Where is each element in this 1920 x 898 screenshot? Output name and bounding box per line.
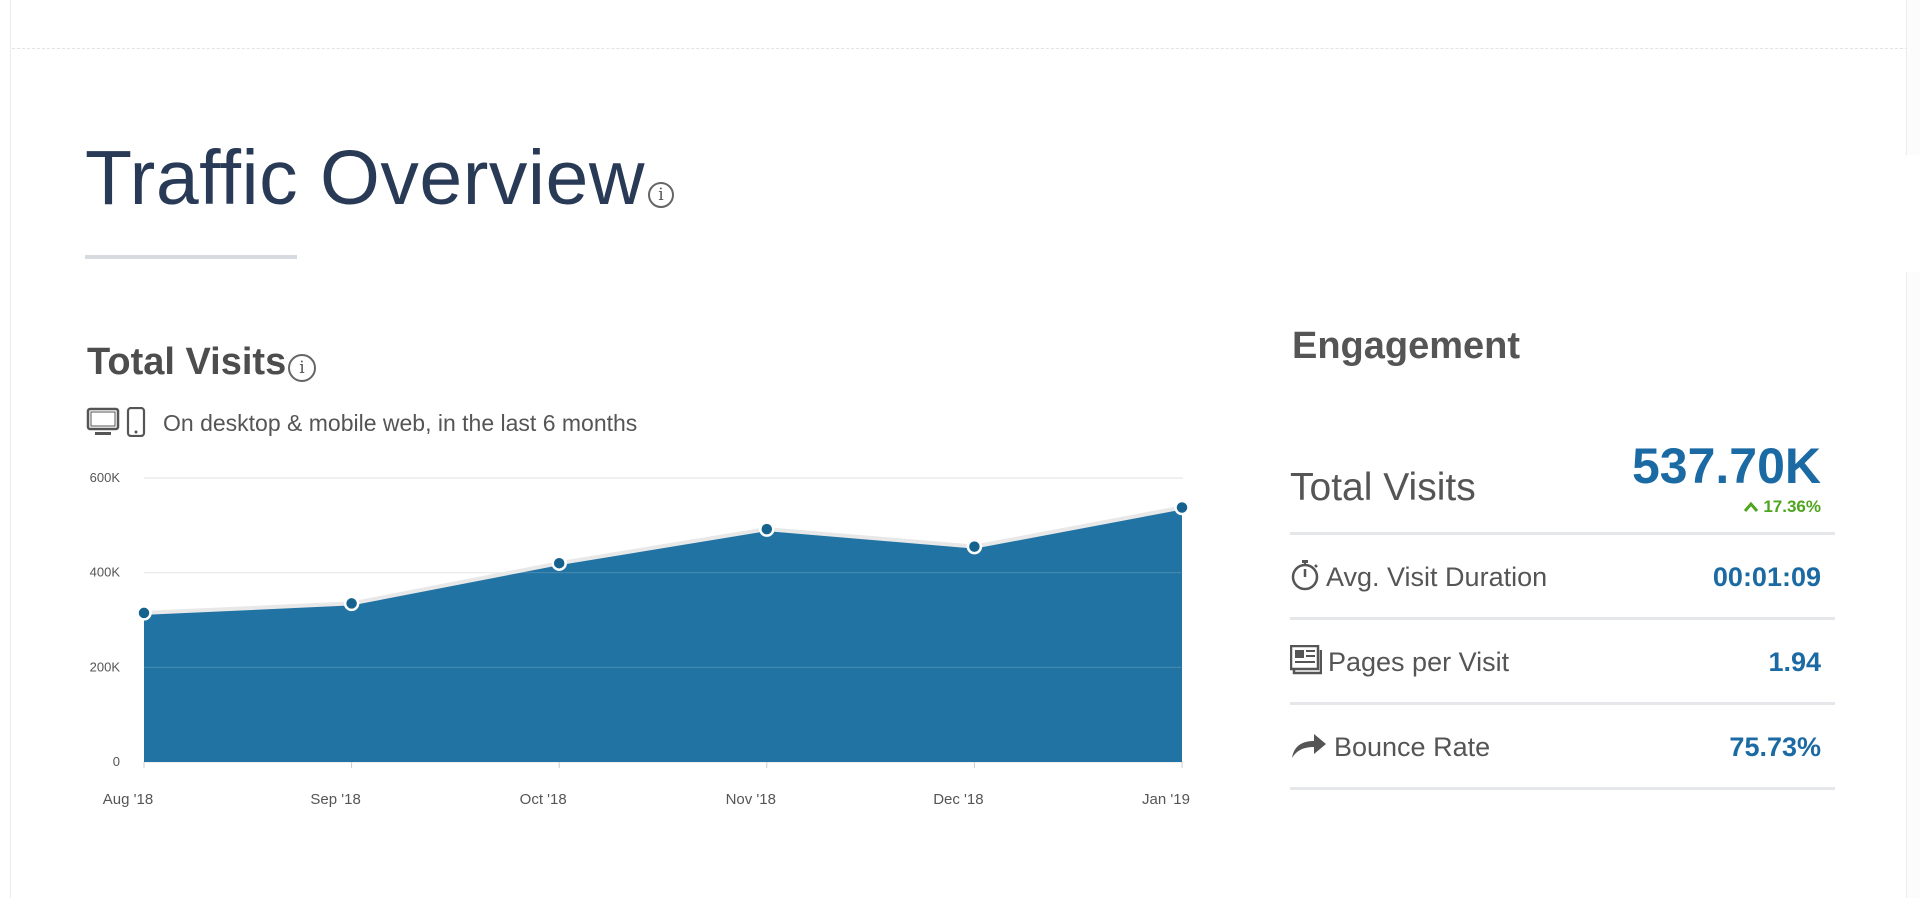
data-point <box>343 595 360 612</box>
pages-icon <box>1289 644 1323 680</box>
row-divider <box>1290 787 1835 790</box>
total-visits-change: 17.36% <box>1743 498 1821 515</box>
metric-value: 1.94 <box>1768 646 1821 677</box>
title-underline <box>85 255 297 259</box>
total-visits-info-icon[interactable]: i <box>288 354 316 382</box>
data-point <box>1174 499 1190 516</box>
metric-value: 00:01:09 <box>1712 561 1821 592</box>
page-title: Traffic Overview <box>85 135 645 221</box>
change-value: 17.36% <box>1763 497 1821 516</box>
total-visits-value: 537.70K <box>1631 438 1821 494</box>
x-tick-label: Nov '18 <box>726 791 776 808</box>
share-arrow-icon <box>1290 730 1328 765</box>
right-rail <box>1906 0 1920 155</box>
total-visits-title: Total Visits <box>87 341 287 383</box>
row-divider <box>1290 617 1835 620</box>
page-frame <box>10 0 1906 898</box>
y-tick-label: 400K <box>90 565 121 580</box>
desktop-icon <box>86 407 120 442</box>
y-tick-label: 600K <box>90 470 121 485</box>
metric-row-pages-per-visit: Pages per Visit 1.94 <box>1289 642 1821 682</box>
row-divider <box>1290 702 1835 705</box>
metric-label: Pages per Visit <box>1328 646 1510 677</box>
x-tick-label: Sep '18 <box>310 791 360 808</box>
metric-row-avg-visit-duration: Avg. Visit Duration 00:01:09 <box>1290 557 1821 597</box>
x-tick-label: Aug '18 <box>103 791 153 808</box>
device-icons <box>86 406 146 442</box>
metric-row-bounce-rate: Bounce Rate 75.73% <box>1290 727 1821 767</box>
data-point <box>966 538 983 555</box>
right-rail-lower <box>1906 272 1920 898</box>
info-icon[interactable]: i <box>648 182 674 208</box>
data-point <box>759 521 775 537</box>
engagement-title: Engagement <box>1292 325 1521 367</box>
scope-text: On desktop & mobile web, in the last 6 m… <box>163 410 638 436</box>
y-tick-label: 200K <box>90 659 121 674</box>
arrow-up-icon <box>1744 501 1759 512</box>
metric-label: Avg. Visit Duration <box>1326 561 1548 592</box>
data-point <box>136 605 152 621</box>
y-tick-label: 0 <box>113 754 120 769</box>
area-fill <box>144 507 1182 762</box>
stopwatch-icon <box>1290 559 1320 596</box>
top-divider <box>12 48 1908 49</box>
total-visits-label: Total Visits <box>1290 466 1476 509</box>
x-tick-label: Oct '18 <box>520 791 567 808</box>
series-line <box>143 505 1183 615</box>
metric-label: Bounce Rate <box>1334 731 1491 762</box>
data-point <box>551 555 567 571</box>
metric-value: 75.73% <box>1729 731 1821 762</box>
total-visits-chart: 0 200K 400K 600K Aug '18 Sep '18 Oct '18 Nov '1… <box>90 470 1190 808</box>
mobile-icon <box>126 406 146 442</box>
x-tick-label: Dec '18 <box>933 791 983 808</box>
row-divider <box>1290 532 1835 535</box>
x-tick-label: Jan '19 <box>1142 791 1190 808</box>
